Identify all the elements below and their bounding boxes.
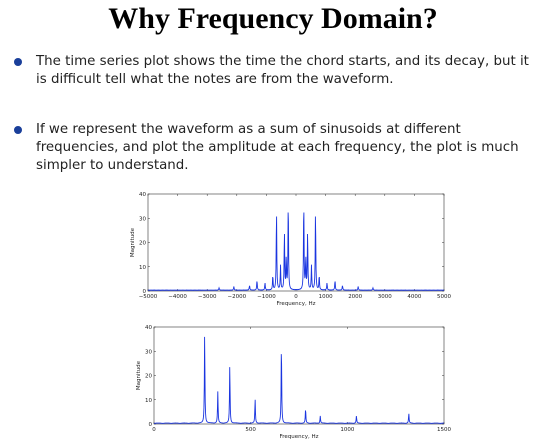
x-tick-label: 3000 <box>378 294 392 300</box>
x-tick-label: −4000 <box>168 294 187 300</box>
x-tick-label: 2000 <box>348 294 362 300</box>
x-tick-label: 0 <box>152 427 156 433</box>
y-tick-label: 30 <box>139 216 146 222</box>
y-tick-label: 20 <box>145 374 152 380</box>
chart-frame <box>153 326 445 425</box>
y-tick-label: 40 <box>145 325 152 331</box>
x-tick-label: 500 <box>245 427 256 433</box>
bullet-text-2: If we represent the waveform as a sum of… <box>36 122 519 173</box>
y-tick-label: 10 <box>139 265 146 271</box>
y-axis-label: Magnitude <box>136 360 142 390</box>
spectrum-line <box>147 212 445 291</box>
y-tick-label: 0 <box>143 289 147 295</box>
x-tick-label: 1500 <box>437 427 451 433</box>
chart-frame <box>147 193 445 292</box>
y-tick-label: 30 <box>145 349 152 355</box>
y-tick-label: 20 <box>139 241 146 247</box>
spectrum-line <box>153 336 445 424</box>
x-tick-label: −2000 <box>227 294 246 300</box>
bullet-dot-icon <box>14 126 22 134</box>
x-tick-label: −1000 <box>257 294 276 300</box>
bullet-text-1: The time series plot shows the time the … <box>36 54 529 87</box>
x-tick-label: 4000 <box>407 294 421 300</box>
x-tick-label: 1000 <box>319 294 333 300</box>
x-tick-label: 5000 <box>437 294 451 300</box>
x-tick-label: 0 <box>294 294 298 300</box>
x-tick-label: 1000 <box>340 427 354 433</box>
y-tick-label: 0 <box>149 422 153 428</box>
y-axis-label: Magnitude <box>130 227 136 257</box>
y-tick-label: 40 <box>139 192 146 198</box>
slide-title: Why Frequency Domain? <box>108 2 438 35</box>
x-axis-label: Frequency, Hz <box>280 434 319 440</box>
y-tick-label: 10 <box>145 398 152 404</box>
bullet-dot-icon <box>14 58 22 66</box>
x-tick-label: −5000 <box>139 294 158 300</box>
x-axis-label: Frequency, Hz <box>277 301 316 307</box>
x-tick-label: −3000 <box>198 294 217 300</box>
